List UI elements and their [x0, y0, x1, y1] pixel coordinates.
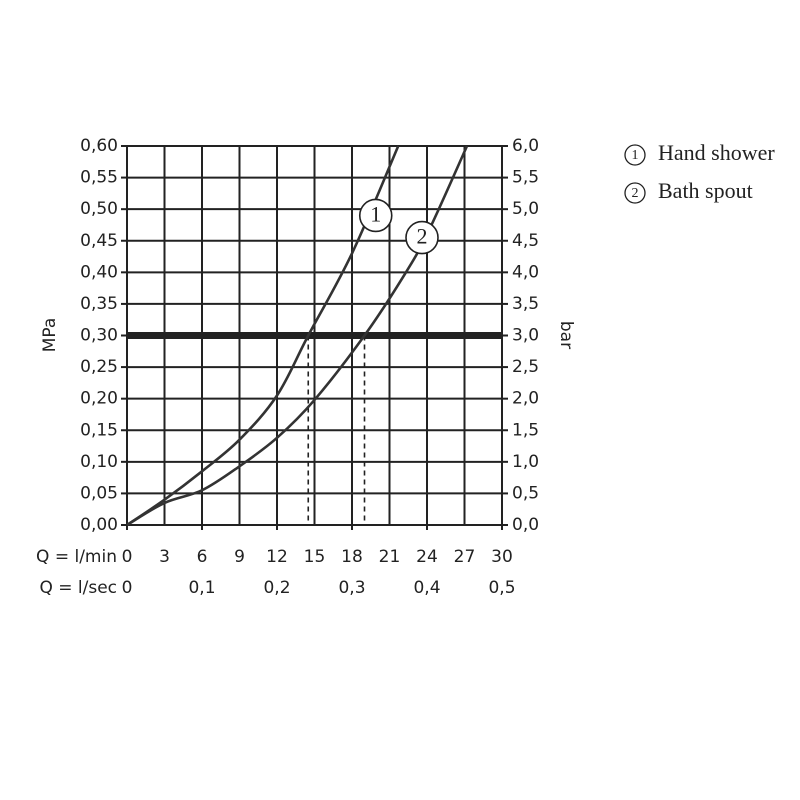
x-tick-label: 9 — [234, 547, 245, 567]
x-tick-label: 0 — [122, 547, 133, 567]
y-tick-label: 0,05 — [80, 483, 118, 503]
curve-label-circle — [405, 220, 439, 255]
x2-tick-label: 0 — [122, 578, 133, 598]
legend: 1 Hand shower 2 Bath spout — [624, 140, 775, 204]
curve-label-circle — [358, 198, 393, 233]
y-tick-label: 0,00 — [80, 515, 118, 535]
x-tick-label: 24 — [416, 547, 438, 567]
y-tick-label: 0,30 — [80, 326, 118, 346]
legend-label: Bath spout — [658, 178, 753, 203]
y2-tick-label: 4,5 — [512, 231, 539, 251]
x-tick-label: 12 — [266, 547, 288, 567]
y2-tick-label: 2,5 — [512, 357, 539, 377]
y2-axis-title: bar — [556, 321, 576, 349]
x2-tick-label: 0,3 — [338, 578, 365, 598]
y2-tick-label: 1,0 — [512, 452, 539, 472]
legend-marker-label: 1 — [632, 148, 639, 163]
y-tick-label: 0,50 — [80, 199, 118, 219]
x2-tick-label: 0,1 — [188, 578, 215, 598]
x-tick-label: 27 — [454, 547, 476, 567]
x-tick-label: 18 — [341, 547, 363, 567]
y2-tick-label: 2,0 — [512, 389, 539, 409]
y-tick-label: 0,35 — [80, 294, 118, 314]
x-tick-label: 30 — [491, 547, 513, 567]
curve-label: 1 — [370, 202, 381, 227]
x-axis-title: Q = l/min — [36, 547, 117, 567]
curve-label: 2 — [417, 224, 428, 249]
y2-tick-label: 6,0 — [512, 136, 539, 156]
x2-tick-label: 0,4 — [413, 578, 440, 598]
x-tick-label: 15 — [304, 547, 326, 567]
y-axis-title: MPa — [40, 318, 60, 353]
x-tick-label: 21 — [379, 547, 401, 567]
y2-tick-label: 5,5 — [512, 168, 539, 188]
plot: 12 — [121, 145, 508, 530]
legend-marker — [624, 182, 646, 204]
y2-tick-label: 1,5 — [512, 420, 539, 440]
y-tick-label: 0,10 — [80, 452, 118, 472]
legend-label: Hand shower — [658, 140, 775, 165]
y-tick-label: 0,40 — [80, 262, 118, 282]
x-tick-label: 3 — [159, 547, 170, 567]
y2-tick-label: 3,0 — [512, 326, 539, 346]
legend-marker-label: 2 — [632, 186, 639, 201]
x2-tick-label: 0,2 — [263, 578, 290, 598]
y-tick-label: 0,25 — [80, 357, 118, 377]
y2-tick-label: 0,0 — [512, 515, 539, 535]
y-tick-label: 0,55 — [80, 168, 118, 188]
y-tick-label: 0,20 — [80, 389, 118, 409]
y-tick-label: 0,60 — [80, 136, 118, 156]
y2-tick-label: 4,0 — [512, 262, 539, 282]
curve — [126, 145, 400, 527]
x-tick-label: 6 — [197, 547, 208, 567]
y2-tick-label: 0,5 — [512, 483, 539, 503]
y2-tick-label: 5,0 — [512, 199, 539, 219]
x2-axis-title: Q = l/sec — [39, 578, 117, 598]
y-tick-label: 0,15 — [80, 420, 118, 440]
x2-tick-label: 0,5 — [488, 578, 515, 598]
y-tick-label: 0,45 — [80, 231, 118, 251]
legend-marker — [624, 144, 646, 166]
y2-tick-label: 3,5 — [512, 294, 539, 314]
